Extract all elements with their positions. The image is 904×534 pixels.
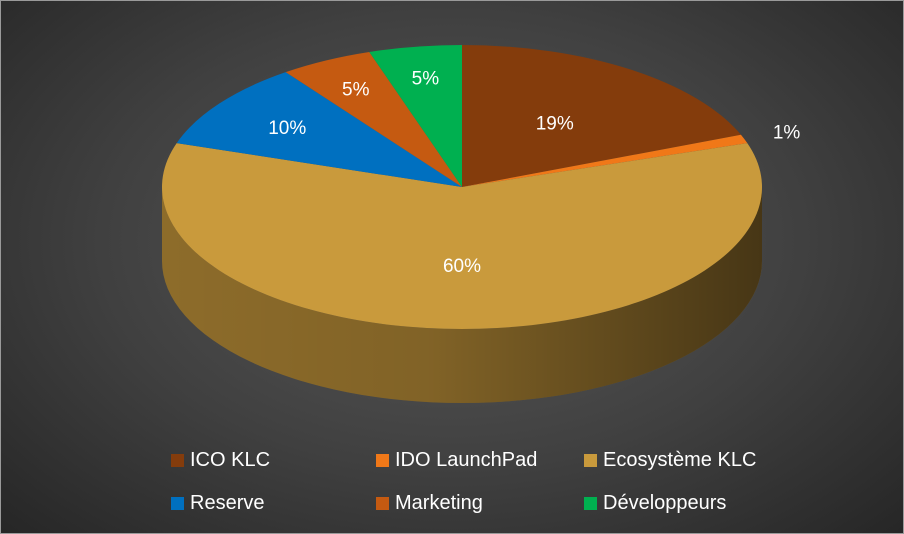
pie-slice-reserve[interactable] bbox=[176, 72, 462, 187]
legend-label: Développeurs bbox=[603, 491, 727, 514]
legend-swatch bbox=[171, 496, 184, 510]
legend-item-ecosysteme-klc[interactable]: Ecosystème KLC bbox=[584, 447, 756, 473]
data-label-reserve: 10% bbox=[268, 118, 306, 139]
legend-swatch bbox=[376, 453, 389, 467]
data-label-developpeurs: 5% bbox=[412, 69, 440, 90]
legend-item-reserve[interactable]: Reserve bbox=[171, 490, 264, 516]
legend-swatch bbox=[171, 453, 184, 467]
legend-label: Ecosystème KLC bbox=[603, 448, 757, 471]
legend-swatch bbox=[584, 496, 597, 510]
legend-label: ICO KLC bbox=[190, 448, 271, 471]
pie-slice-ico-klc[interactable] bbox=[462, 45, 741, 187]
pie-sides bbox=[162, 187, 762, 403]
pie-slice-ido-launchpad[interactable] bbox=[462, 134, 748, 187]
legend-label: Marketing bbox=[395, 491, 483, 514]
pie-slices bbox=[162, 45, 762, 329]
legend-label: Reserve bbox=[190, 491, 265, 514]
pie-data-labels: 19% 1% 60% 10% 5% 5% bbox=[268, 69, 800, 277]
pie-slice-marketing[interactable] bbox=[285, 51, 462, 187]
legend-label: IDO LaunchPad bbox=[395, 448, 538, 471]
pie-slice-ecosysteme-klc[interactable] bbox=[162, 143, 762, 329]
data-label-ecosysteme-klc: 60% bbox=[443, 256, 481, 277]
data-label-marketing: 5% bbox=[342, 79, 370, 100]
legend-item-ido-launchpad[interactable]: IDO LaunchPad bbox=[376, 447, 537, 473]
data-label-ico-klc: 19% bbox=[536, 113, 574, 134]
data-label-ido-launchpad: 1% bbox=[773, 123, 801, 144]
pie-side-shading bbox=[162, 187, 762, 403]
legend-item-marketing[interactable]: Marketing bbox=[376, 490, 483, 516]
legend-swatch bbox=[584, 453, 597, 467]
legend-item-developpeurs[interactable]: Développeurs bbox=[584, 490, 726, 516]
legend-swatch bbox=[376, 496, 389, 510]
pie-slice-developpeurs[interactable] bbox=[369, 45, 462, 187]
legend-item-ico-klc[interactable]: ICO KLC bbox=[171, 447, 270, 473]
